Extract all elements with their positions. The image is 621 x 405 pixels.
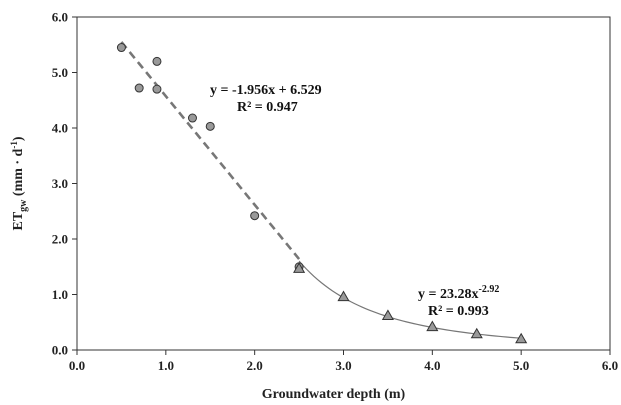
triangle-point (337, 290, 350, 302)
y-tick-label: 5.0 (52, 65, 68, 80)
circle-point (134, 83, 144, 93)
y-tick-label: 2.0 (52, 232, 68, 247)
circle-point (187, 113, 197, 123)
triangle-point (515, 332, 528, 344)
circle-point (152, 56, 162, 66)
x-tick-label: 3.0 (335, 358, 351, 373)
x-tick-label: 0.0 (69, 358, 85, 373)
power-fit-line (298, 260, 522, 339)
x-tick-label: 4.0 (424, 358, 440, 373)
circle-point (250, 211, 260, 221)
x-tick-label: 1.0 (158, 358, 174, 373)
y-tick-label: 6.0 (52, 10, 68, 25)
linear-equation: y = -1.956x + 6.529 (210, 83, 322, 98)
x-tick-label: 6.0 (602, 358, 618, 373)
fit-lines (120, 41, 522, 339)
triangle-point (293, 262, 306, 273)
x-tick-label: 5.0 (513, 358, 529, 373)
x-axis-title: Groundwater depth (m) (262, 387, 406, 402)
circle-point (205, 121, 215, 131)
linear-fit-line (120, 41, 301, 260)
data-points (116, 43, 528, 344)
y-tick-label: 1.0 (52, 287, 68, 302)
circle-point (116, 43, 126, 53)
power-r-squared: R² = 0.993 (428, 304, 489, 319)
y-tick-label: 3.0 (52, 176, 68, 191)
triangle-point (381, 309, 394, 320)
y-tick-label: 0.0 (52, 343, 68, 358)
labels: Groundwater depth (m) ETgw (mm · d-1) y = … (9, 83, 499, 402)
power-equation: y = 23.28x-2.92 (418, 284, 499, 302)
circle-point (152, 84, 162, 94)
x-tick-label: 2.0 (247, 358, 263, 373)
axes: 0.0 1.0 2.0 3.0 4.0 5.0 6.0 0.0 1.0 2.0 3.0 4.0 5.0 6… (52, 10, 618, 374)
triangle-point (470, 327, 483, 339)
triangle-point (426, 320, 439, 332)
linear-r-squared: R² = 0.947 (237, 100, 298, 115)
y-axis-title: ETgw (mm · d-1) (9, 136, 29, 230)
y-tick-label: 4.0 (52, 121, 68, 136)
